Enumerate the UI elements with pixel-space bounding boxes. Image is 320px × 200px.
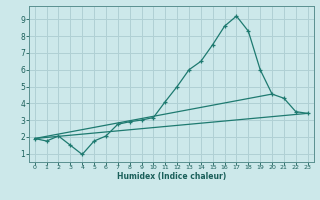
X-axis label: Humidex (Indice chaleur): Humidex (Indice chaleur) bbox=[116, 172, 226, 181]
